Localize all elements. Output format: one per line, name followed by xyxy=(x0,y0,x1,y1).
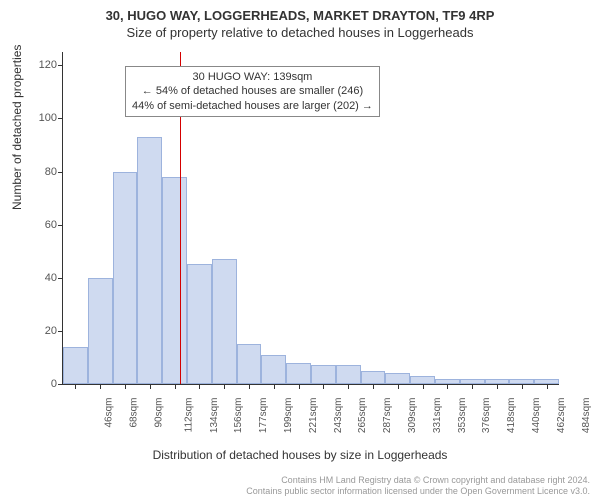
xtick-label: 177sqm xyxy=(258,398,269,434)
footer-line1: Contains HM Land Registry data © Crown c… xyxy=(246,475,590,486)
histogram-bar xyxy=(261,355,286,384)
xtick-mark xyxy=(125,384,126,389)
xtick-label: 309sqm xyxy=(407,398,418,434)
x-axis-label: Distribution of detached houses by size … xyxy=(0,448,600,462)
xtick-label: 462sqm xyxy=(556,398,567,434)
ytick-mark xyxy=(58,278,63,279)
ytick-mark xyxy=(58,118,63,119)
histogram-bar xyxy=(286,363,311,384)
histogram-bar xyxy=(336,365,361,384)
xtick-label: 484sqm xyxy=(581,398,592,434)
xtick-label: 418sqm xyxy=(506,398,517,434)
histogram-bar xyxy=(88,278,113,384)
xtick-label: 265sqm xyxy=(357,398,368,434)
xtick-mark xyxy=(274,384,275,389)
histogram-bar xyxy=(361,371,386,384)
histogram-bar xyxy=(63,347,88,384)
xtick-mark xyxy=(224,384,225,389)
ytick-label: 80 xyxy=(31,166,57,178)
histogram-bar xyxy=(237,344,262,384)
ytick-label: 20 xyxy=(31,325,57,337)
xtick-label: 46sqm xyxy=(104,398,115,428)
ytick-label: 0 xyxy=(31,378,57,390)
xtick-label: 90sqm xyxy=(154,398,165,428)
xtick-mark xyxy=(547,384,548,389)
ytick-mark xyxy=(58,225,63,226)
ytick-label: 60 xyxy=(31,219,57,231)
xtick-mark xyxy=(299,384,300,389)
xtick-label: 440sqm xyxy=(531,398,542,434)
xtick-mark xyxy=(348,384,349,389)
chart-title-main: 30, HUGO WAY, LOGGERHEADS, MARKET DRAYTO… xyxy=(0,0,600,23)
xtick-mark xyxy=(100,384,101,389)
ytick-label: 120 xyxy=(31,59,57,71)
histogram-bar xyxy=(385,373,410,384)
histogram-bar xyxy=(311,365,336,384)
chart-container: 30, HUGO WAY, LOGGERHEADS, MARKET DRAYTO… xyxy=(0,0,600,500)
xtick-label: 221sqm xyxy=(308,398,319,434)
xtick-mark xyxy=(447,384,448,389)
ytick-mark xyxy=(58,172,63,173)
xtick-mark xyxy=(497,384,498,389)
xtick-label: 243sqm xyxy=(333,398,344,434)
y-axis-label: Number of detached properties xyxy=(10,45,24,210)
chart-title-sub: Size of property relative to detached ho… xyxy=(0,23,600,40)
xtick-label: 287sqm xyxy=(382,398,393,434)
histogram-bar xyxy=(410,376,435,384)
xtick-label: 68sqm xyxy=(129,398,140,428)
ytick-label: 100 xyxy=(31,112,57,124)
plot-area: 30 HUGO WAY: 139sqm ← 54% of detached ho… xyxy=(62,52,559,385)
xtick-mark xyxy=(398,384,399,389)
footer-attribution: Contains HM Land Registry data © Crown c… xyxy=(246,475,590,498)
annotation-box: 30 HUGO WAY: 139sqm ← 54% of detached ho… xyxy=(125,66,380,117)
xtick-mark xyxy=(249,384,250,389)
xtick-mark xyxy=(373,384,374,389)
ytick-mark xyxy=(58,384,63,385)
ytick-mark xyxy=(58,331,63,332)
xtick-label: 199sqm xyxy=(283,398,294,434)
xtick-mark xyxy=(472,384,473,389)
histogram-bar xyxy=(187,264,212,384)
ytick-mark xyxy=(58,65,63,66)
annotation-line3: 44% of semi-detached houses are larger (… xyxy=(132,99,373,113)
xtick-mark xyxy=(150,384,151,389)
ytick-label: 40 xyxy=(31,272,57,284)
xtick-mark xyxy=(199,384,200,389)
xtick-mark xyxy=(423,384,424,389)
annotation-line1: 30 HUGO WAY: 139sqm xyxy=(132,70,373,84)
xtick-label: 376sqm xyxy=(481,398,492,434)
annotation-line2: ← 54% of detached houses are smaller (24… xyxy=(132,84,373,98)
histogram-bar xyxy=(113,172,138,384)
xtick-mark xyxy=(323,384,324,389)
xtick-mark xyxy=(75,384,76,389)
xtick-mark xyxy=(522,384,523,389)
histogram-bar xyxy=(212,259,237,384)
xtick-label: 353sqm xyxy=(457,398,468,434)
footer-line2: Contains public sector information licen… xyxy=(246,486,590,497)
xtick-label: 112sqm xyxy=(183,398,194,433)
histogram-bar xyxy=(137,137,162,384)
xtick-label: 331sqm xyxy=(432,398,443,434)
xtick-label: 156sqm xyxy=(233,398,244,434)
xtick-mark xyxy=(175,384,176,389)
xtick-label: 134sqm xyxy=(209,398,220,434)
histogram-bar xyxy=(162,177,187,384)
